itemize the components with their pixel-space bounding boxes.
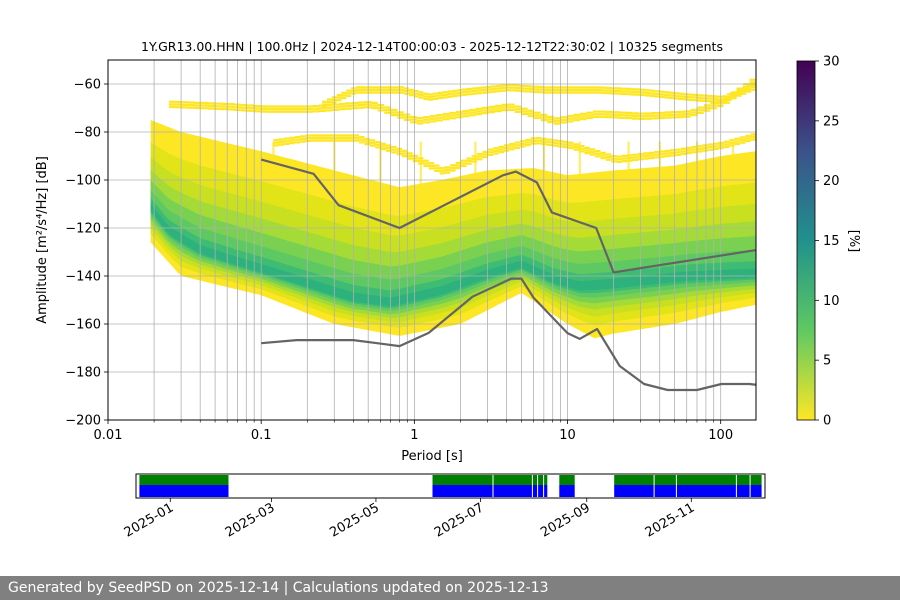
y-tick-label: −180: [65, 366, 101, 381]
footer-status: Generated by SeedPSD on 2025-12-14 | Cal…: [0, 576, 900, 600]
timeline-gap: [531, 475, 533, 497]
timeline-tick-label: 2025-07: [432, 500, 487, 540]
colorbar: 0 5 10 15 20 25 30 [%]: [796, 55, 861, 429]
colorbar-tick-label: 25: [823, 114, 840, 129]
timeline-gap: [543, 475, 545, 497]
timeline-ticks: 2025-01 2025-03 2025-05 2025-07 2025-09 2025-…: [122, 498, 698, 541]
sparse-top-band: [322, 83, 756, 109]
timeline-coverage-block-2: [432, 475, 548, 485]
timeline-tick-label: 2025-01: [122, 500, 177, 540]
axis-layer: 0.01 0.1 1 10 100 −200 −180 −160 −140 −120 −100 −80…: [65, 78, 733, 444]
timeline-gap: [653, 475, 655, 497]
density-spur-4: [419, 141, 422, 184]
y-tick-label: −80: [74, 126, 101, 141]
timeline-frame: [135, 473, 766, 499]
timeline-gap: [675, 475, 677, 497]
timeline-blocks: [139, 475, 762, 497]
availability-timeline: 2025-01 2025-03 2025-05 2025-07 2025-09 2025-…: [122, 473, 766, 541]
density-spur-1: [272, 141, 275, 155]
colorbar-tick-label: 20: [823, 174, 840, 189]
timeline-data-block-3: [559, 485, 575, 497]
timeline-gap: [749, 475, 751, 497]
y-tick-label: −100: [65, 174, 101, 189]
colorbar-tick-label: 0: [823, 414, 831, 429]
x-tick-label: 0.01: [94, 428, 123, 443]
y-tick-label: −200: [65, 414, 101, 429]
timeline-data-block-1: [139, 485, 229, 497]
model-layer: Peterson NHNMPeterson NLNM: [260, 158, 756, 392]
series-line-peterson-nlnm: Peterson NLNM: [261, 277, 756, 392]
y-tick-label: −140: [65, 270, 101, 285]
density-spur-7: [578, 141, 581, 174]
density-spur-8: [627, 141, 630, 170]
density-spur-5: [474, 141, 477, 173]
y-tick-label: −120: [65, 222, 101, 237]
timeline-gap: [492, 475, 494, 497]
sparse-upper-band: [169, 78, 756, 125]
colorbar-ticks: 0 5 10 15 20 25 30: [815, 55, 840, 429]
y-axis-label: Amplitude [m²/s⁴/Hz] [dB]: [35, 156, 50, 324]
y-tick-label: −160: [65, 318, 101, 333]
timeline-data-block-2: [432, 485, 548, 497]
series-line-peterson-nhnm: Peterson NHNM: [260, 158, 756, 274]
timeline-coverage-block-1: [139, 475, 229, 485]
x-axis-label: Period [s]: [401, 449, 463, 464]
plot-frame: [107, 59, 757, 421]
colorbar-tick-label: 5: [823, 354, 831, 369]
timeline-gap: [735, 475, 737, 497]
timeline-gap: [537, 475, 539, 497]
grid-layer: [108, 60, 756, 420]
timeline-tick-label: 2025-03: [223, 500, 278, 540]
colorbar-label: [%]: [846, 230, 861, 253]
x-tick-label: 10: [559, 428, 576, 443]
timeline-tick-label: 2025-05: [327, 500, 382, 540]
timeline-tick-label: 2025-09: [538, 500, 593, 540]
timeline-data-block-4: [614, 485, 762, 497]
colorbar-tick-label: 30: [823, 55, 840, 70]
density-spur-11: [731, 141, 734, 155]
chart-figure: 1Y.GR13.00.HHN | 100.0Hz | 2024-12-14T00…: [35, 39, 861, 541]
x-tick-label: 100: [708, 428, 733, 443]
timeline-coverage-block-4: [614, 475, 762, 485]
plot-area: Peterson NHNMPeterson NLNM 0.01 0.1 1 10 100…: [65, 59, 757, 444]
colorbar-tick-label: 15: [823, 234, 840, 249]
x-tick-label: 1: [410, 428, 418, 443]
y-tick-label: −60: [74, 78, 101, 93]
density-contour-7: [150, 203, 756, 307]
chart-title: 1Y.GR13.00.HHN | 100.0Hz | 2024-12-14T00…: [141, 39, 723, 54]
colorbar-gradient: [796, 60, 816, 421]
colorbar-tick-label: 10: [823, 294, 840, 309]
timeline-tick-label: 2025-11: [643, 500, 698, 540]
timeline-coverage-block-3: [559, 475, 575, 485]
x-tick-label: 0.1: [251, 428, 272, 443]
